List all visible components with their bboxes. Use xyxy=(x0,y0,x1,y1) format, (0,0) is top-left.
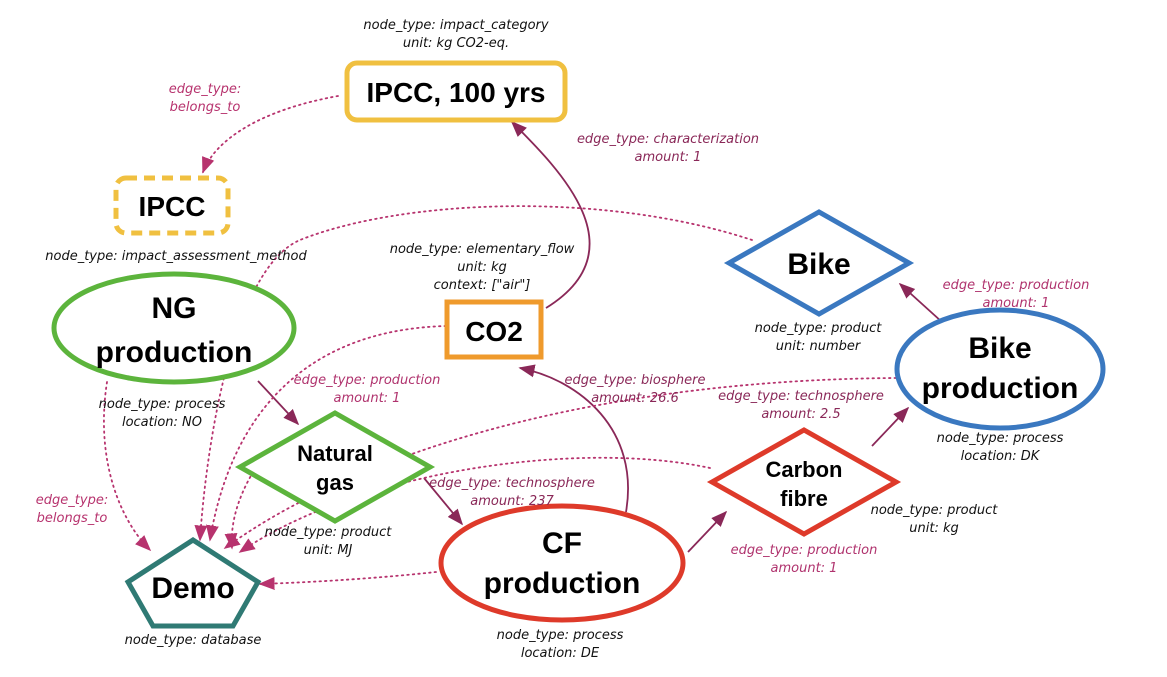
database-pentagon xyxy=(124,537,262,629)
node-ipcc-100-yrs: IPCC, 100 yrs xyxy=(344,60,568,123)
node-label-line1: Carbon xyxy=(766,457,843,482)
label-characterization-type: edge_type: characterization xyxy=(577,132,759,147)
edge-labels: edge_type: belongs_to edge_type: charact… xyxy=(36,82,1090,576)
nodes: IPCC, 100 yrs IPCC CO2 Bike NG productio… xyxy=(51,60,1106,629)
demo-meta-type: node_type: database xyxy=(125,633,262,648)
node-demo: Demo xyxy=(124,537,262,629)
cfprod-meta-location: location: DE xyxy=(521,646,600,661)
ngprod-meta-type: node_type: process xyxy=(99,397,226,412)
node-co2: CO2 xyxy=(444,299,544,360)
ipcc100-meta-unit: unit: kg CO2-eq. xyxy=(403,36,509,51)
bikeprod-meta-location: location: DK xyxy=(961,449,1041,464)
label-bike-production-amount: amount: 1 xyxy=(983,296,1050,311)
node-label-line1: Bike xyxy=(968,332,1031,365)
bike-meta-unit: unit: number xyxy=(776,339,862,354)
ipcc-meta-type: node_type: impact_assessment_method xyxy=(45,249,307,264)
label-technosphere-bike-amount: amount: 2.5 xyxy=(761,407,840,422)
bike-meta-type: node_type: product xyxy=(755,321,883,336)
label-cf-production-amount: amount: 1 xyxy=(771,561,838,576)
edge-cf-technosphere-bikeprod xyxy=(871,406,910,447)
edge-natgas-technosphere-cfprod xyxy=(423,477,464,526)
node-metadata: node_type: impact_category unit: kg CO2-… xyxy=(45,18,1063,661)
label-belongs-to-line1: edge_type: xyxy=(169,82,241,97)
ngprod-meta-location: location: NO xyxy=(122,415,202,430)
edge-bike-belongs-to-demo xyxy=(194,205,753,542)
product-diamond xyxy=(706,427,902,537)
edge-cfprod-belongs-to-demo xyxy=(258,571,437,590)
label-ng-production-type: edge_type: production xyxy=(294,373,441,388)
edge-co2-characterization xyxy=(510,120,591,309)
node-label-line1: NG xyxy=(152,292,197,325)
label-technosphere-bike-type: edge_type: technosphere xyxy=(718,389,884,404)
process-ellipse xyxy=(438,503,686,623)
node-carbon-fibre: Carbon fibre xyxy=(706,427,902,537)
edge-bikeprod-belongs-to-demo xyxy=(223,377,897,549)
node-label-line2: production xyxy=(96,336,253,369)
process-ellipse xyxy=(51,271,297,385)
node-bike-production: Bike production xyxy=(894,307,1106,431)
cf-meta-unit: unit: kg xyxy=(909,521,958,536)
co2-meta-context: context: ["air"] xyxy=(434,278,531,293)
node-label-line1: Natural xyxy=(297,441,373,466)
node-ng-production: NG production xyxy=(51,271,297,385)
label-cf-production-type: edge_type: production xyxy=(731,543,878,558)
edge-ipcc100-belongs-to-ipcc xyxy=(202,95,339,174)
edge-ngprod-belongs-to-demo xyxy=(103,381,152,552)
product-diamond xyxy=(723,209,915,317)
label-biosphere-amount: amount: 26.6 xyxy=(591,391,679,406)
node-label: CO2 xyxy=(465,316,523,347)
edge-cfprod-biosphere-co2 xyxy=(518,364,629,513)
cf-meta-type: node_type: product xyxy=(871,503,999,518)
node-label: Demo xyxy=(151,572,234,605)
node-label: Bike xyxy=(787,248,850,281)
process-ellipse xyxy=(894,307,1106,431)
node-label-line2: fibre xyxy=(780,486,828,511)
node-label-line2: gas xyxy=(316,470,354,495)
node-ipcc: IPCC xyxy=(113,175,231,236)
node-label-line2: production xyxy=(922,372,1079,405)
label-technosphere-gas-amount: amount: 237 xyxy=(470,494,554,509)
node-label: IPCC xyxy=(139,191,206,222)
edge-cf-belongs-to-demo xyxy=(238,456,711,553)
node-cf-production: CF production xyxy=(438,503,686,623)
elementary-flow-box xyxy=(444,299,544,360)
node-natural-gas: Natural gas xyxy=(234,410,436,524)
co2-meta-type: node_type: elementary_flow xyxy=(390,242,575,257)
cfprod-meta-type: node_type: process xyxy=(497,628,624,643)
co2-meta-unit: unit: kg xyxy=(457,260,506,275)
label-technosphere-gas-type: edge_type: technosphere xyxy=(429,476,595,491)
label-demo-belongs-to-line2: belongs_to xyxy=(37,511,108,526)
node-bike: Bike xyxy=(723,209,915,317)
edge-bikeprod-production-bike xyxy=(898,282,943,323)
edges xyxy=(103,95,943,590)
label-characterization-amount: amount: 1 xyxy=(635,150,702,165)
natgas-meta-unit: unit: MJ xyxy=(304,543,353,558)
node-label-line2: production xyxy=(484,567,641,600)
product-diamond xyxy=(234,410,436,524)
label-ng-production-amount: amount: 1 xyxy=(334,391,401,406)
bikeprod-meta-type: node_type: process xyxy=(937,431,1064,446)
node-label: IPCC, 100 yrs xyxy=(367,77,546,108)
label-demo-belongs-to-line1: edge_type: xyxy=(36,493,108,508)
edge-ngprod-production-natgas xyxy=(257,380,300,426)
edge-co2-belongs-to-demo xyxy=(206,325,447,542)
label-bike-production-type: edge_type: production xyxy=(943,278,1090,293)
edge-cfprod-production-cf xyxy=(687,510,728,553)
node-label-line1: CF xyxy=(542,527,582,560)
label-biosphere-type: edge_type: biosphere xyxy=(565,373,706,388)
label-belongs-to-line2: belongs_to xyxy=(170,100,241,115)
ipcc100-meta-type: node_type: impact_category xyxy=(363,18,548,33)
natgas-meta-type: node_type: product xyxy=(265,525,393,540)
impact-category-box xyxy=(344,60,568,123)
impact-method-box xyxy=(113,175,231,236)
